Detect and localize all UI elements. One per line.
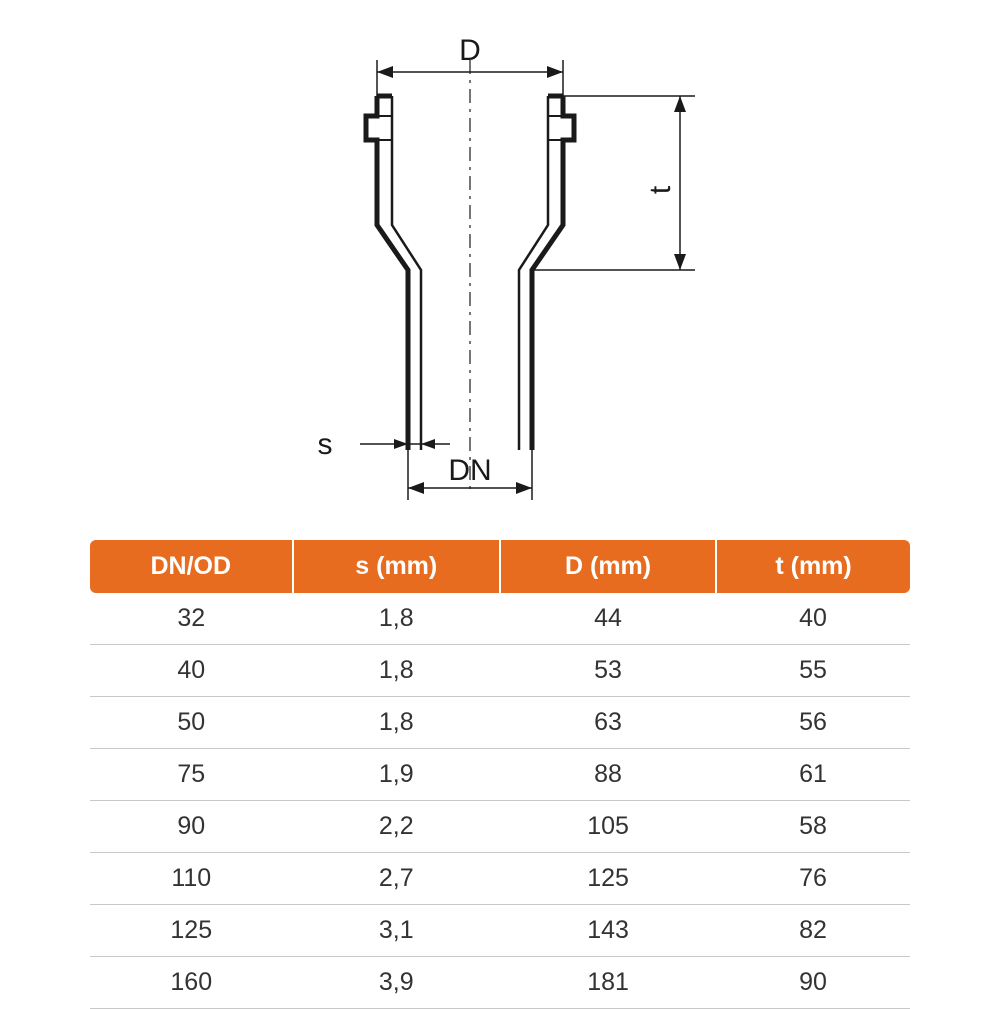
table-cell: 181 bbox=[500, 957, 716, 1009]
table-row: 1102,712576 bbox=[90, 853, 910, 905]
dim-d-arrow-left bbox=[377, 66, 393, 78]
table-row: 751,98861 bbox=[90, 749, 910, 801]
table-row: 401,85355 bbox=[90, 645, 910, 697]
table-cell: 1,8 bbox=[293, 593, 501, 645]
table-row: 1603,918190 bbox=[90, 957, 910, 1009]
table-header: DN/ODs (mm)D (mm)t (mm) bbox=[90, 540, 910, 593]
dim-s-label: s bbox=[318, 428, 333, 461]
table-cell: 110 bbox=[90, 853, 293, 905]
dimensions-table-wrapper: DN/ODs (mm)D (mm)t (mm) 321,84440401,853… bbox=[90, 540, 910, 1009]
table-cell: 1,9 bbox=[293, 749, 501, 801]
dim-s-arrow-right bbox=[421, 439, 435, 449]
table-header-cell: D (mm) bbox=[500, 540, 716, 593]
table-cell: 44 bbox=[500, 593, 716, 645]
table-cell: 125 bbox=[500, 853, 716, 905]
dimensions-table: DN/ODs (mm)D (mm)t (mm) 321,84440401,853… bbox=[90, 540, 910, 1009]
table-cell: 143 bbox=[500, 905, 716, 957]
table-cell: 3,9 bbox=[293, 957, 501, 1009]
table-row: 902,210558 bbox=[90, 801, 910, 853]
table-header-cell: t (mm) bbox=[716, 540, 910, 593]
pipe-diagram: D t DN s bbox=[150, 30, 850, 510]
table-cell: 160 bbox=[90, 957, 293, 1009]
table-cell: 75 bbox=[90, 749, 293, 801]
table-row: 1253,114382 bbox=[90, 905, 910, 957]
table-cell: 61 bbox=[716, 749, 910, 801]
table-cell: 2,7 bbox=[293, 853, 501, 905]
table-cell: 50 bbox=[90, 697, 293, 749]
table-cell: 1,8 bbox=[293, 697, 501, 749]
table-cell: 88 bbox=[500, 749, 716, 801]
table-cell: 90 bbox=[90, 801, 293, 853]
table-cell: 3,1 bbox=[293, 905, 501, 957]
table-cell: 32 bbox=[90, 593, 293, 645]
table-cell: 40 bbox=[90, 645, 293, 697]
dim-t-label: t bbox=[644, 185, 677, 194]
table-cell: 90 bbox=[716, 957, 910, 1009]
table-cell: 76 bbox=[716, 853, 910, 905]
profile-right-outer bbox=[532, 96, 574, 450]
table-header-cell: DN/OD bbox=[90, 540, 293, 593]
table-body: 321,84440401,85355501,86356751,98861902,… bbox=[90, 593, 910, 1009]
table-row: 501,86356 bbox=[90, 697, 910, 749]
table-cell: 2,2 bbox=[293, 801, 501, 853]
table-cell: 63 bbox=[500, 697, 716, 749]
table-cell: 58 bbox=[716, 801, 910, 853]
table-header-cell: s (mm) bbox=[293, 540, 501, 593]
table-cell: 40 bbox=[716, 593, 910, 645]
table-cell: 82 bbox=[716, 905, 910, 957]
dim-dn-arrow-right bbox=[516, 482, 532, 494]
dim-t-arrow-top bbox=[674, 96, 686, 112]
table-cell: 53 bbox=[500, 645, 716, 697]
dim-dn-arrow-left bbox=[408, 482, 424, 494]
table-cell: 125 bbox=[90, 905, 293, 957]
table-cell: 105 bbox=[500, 801, 716, 853]
dim-d-label: D bbox=[459, 34, 481, 67]
table-cell: 55 bbox=[716, 645, 910, 697]
dim-t-arrow-bot bbox=[674, 254, 686, 270]
table-cell: 56 bbox=[716, 697, 910, 749]
dim-dn-label: DN bbox=[448, 454, 491, 487]
table-row: 321,84440 bbox=[90, 593, 910, 645]
profile-left-outer bbox=[366, 96, 408, 450]
diagram-svg: D t DN s bbox=[150, 30, 850, 510]
table-cell: 1,8 bbox=[293, 645, 501, 697]
dim-d-arrow-right bbox=[547, 66, 563, 78]
